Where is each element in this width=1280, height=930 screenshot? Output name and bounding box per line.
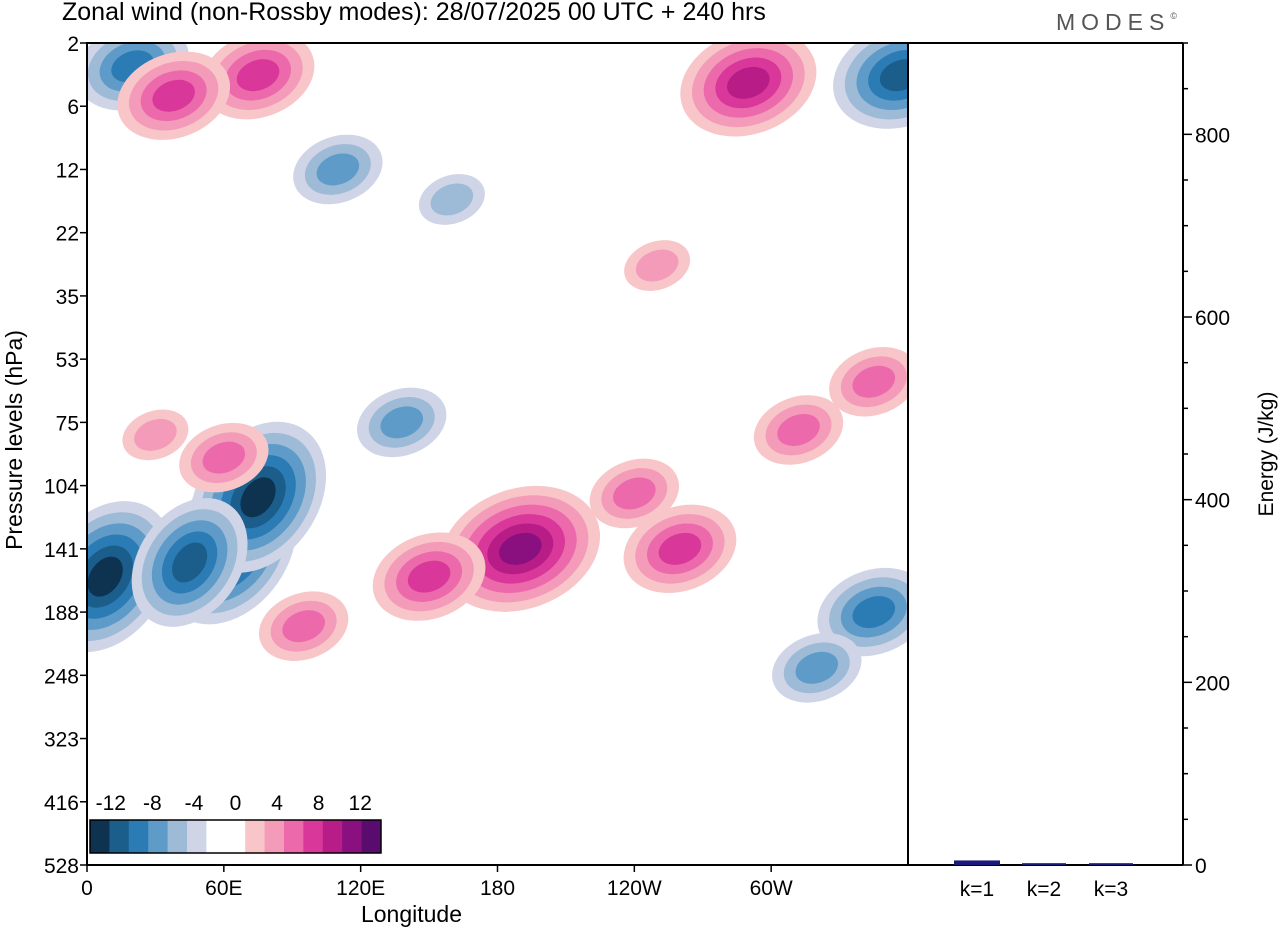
colorbar-label-12: 12 (349, 792, 372, 815)
y-axis-title: Pressure levels (hPa) (1, 330, 27, 550)
colorbar-swatch-12 (322, 820, 343, 853)
y-tick-label-248: 248 (44, 665, 79, 688)
wind-contour-18-3 (152, 79, 195, 112)
y-tick-label-2: 2 (67, 33, 79, 56)
x-tick-label-180: 180 (480, 877, 515, 900)
wind-contour-3-4 (172, 542, 208, 583)
colorbar-swatch-9 (264, 820, 285, 853)
wind-contour-17-4 (727, 66, 770, 99)
energy-axis-title: Energy (J/kg) (1255, 392, 1278, 517)
wind-contour-8-1 (430, 183, 474, 216)
y-tick-label-12: 12 (56, 159, 79, 182)
y-tick-label-53: 53 (56, 349, 79, 372)
wind-contour-16-3 (236, 59, 280, 92)
chart-title: Zonal wind (non-Rossby modes): 28/07/202… (62, 0, 766, 26)
energy-bar-k=1 (954, 860, 1000, 865)
wind-contour-13-2 (282, 610, 325, 643)
x-tick-label-60E: 60E (205, 877, 242, 900)
wind-contour-2-5 (87, 556, 123, 597)
colorbar-swatch-7 (225, 820, 246, 853)
y-tick-label-35: 35 (56, 286, 79, 309)
colorbar-swatch-4 (167, 820, 188, 853)
logo-text: MODES (1056, 9, 1171, 35)
energy-bar-k=3 (1089, 863, 1133, 865)
wind-contour-6-2 (380, 406, 424, 439)
longitude-axis: 0 60E 120E 180 120W 60W (81, 865, 793, 900)
y-tick-label-75: 75 (56, 412, 79, 435)
energy-tick-label-200: 200 (1195, 672, 1230, 695)
y-tick-label-323: 323 (44, 729, 79, 752)
energy-category-k=2: k=2 (1027, 878, 1061, 901)
colorbar-swatch-6 (206, 820, 227, 853)
energy-tick-label-400: 400 (1195, 490, 1230, 513)
colorbar-swatch-13 (342, 820, 362, 853)
x-tick-label-60W: 60W (750, 877, 793, 900)
wind-contour-5-4 (879, 59, 908, 92)
colorbar-label-4: 4 (271, 792, 283, 815)
energy-bar-k=2 (1022, 863, 1066, 865)
wind-contour-19-1 (134, 418, 177, 451)
y-tick-label-188: 188 (44, 602, 79, 625)
wind-contour-23-2 (852, 365, 896, 398)
logo-mark: © (1170, 11, 1177, 21)
x-tick-label-120E: 120E (336, 877, 385, 900)
y-tick-label-528: 528 (44, 855, 79, 878)
colorbar-swatch-8 (245, 820, 265, 853)
energy-tick-label-600: 600 (1195, 307, 1230, 330)
colorbar-swatch-2 (128, 820, 149, 853)
wind-contour-22-1 (635, 249, 679, 282)
wind-contour-9-3 (852, 596, 896, 629)
wind-contour-1-5 (240, 477, 276, 518)
colorbar-swatch-11 (303, 820, 324, 853)
colorbar-swatch-5 (187, 820, 207, 853)
colorbar-swatch-3 (148, 820, 168, 853)
x-tick-label-0: 0 (81, 877, 93, 900)
pressure-axis: 2 6 12 22 35 53 75 104 141 188 248 323 416 528 (44, 33, 87, 878)
wind-contour-12-3 (407, 560, 451, 593)
modes-logo: MODES© (1056, 9, 1177, 36)
wind-contour-11-5 (499, 532, 542, 565)
colorbar: -12 -8 -4 0 4 8 12 (89, 792, 382, 854)
y-tick-label-6: 6 (67, 96, 79, 119)
wind-contour-14-3 (658, 532, 702, 565)
colorbar-swatch-0 (90, 820, 110, 853)
colorbar-label--4: -4 (185, 792, 204, 815)
y-tick-label-22: 22 (56, 223, 79, 246)
colorbar-label-8: 8 (313, 792, 325, 815)
zonal-wind-field (87, 43, 908, 865)
wind-contour-10-2 (795, 651, 839, 684)
energy-category-k=3: k=3 (1094, 878, 1128, 901)
energy-category-k=1: k=1 (960, 878, 994, 901)
colorbar-label-0: 0 (230, 792, 242, 815)
energy-tick-label-0: 0 (1195, 855, 1207, 878)
wind-contour-21-2 (777, 413, 820, 446)
colorbar-swatch-1 (109, 820, 130, 853)
energy-tick-label-800: 800 (1195, 124, 1230, 147)
colorbar-label--8: -8 (143, 792, 162, 815)
wind-contour-20-2 (202, 441, 246, 474)
wind-contour-7-2 (316, 153, 360, 186)
y-tick-label-141: 141 (44, 539, 79, 562)
colorbar-label--12: -12 (96, 792, 126, 815)
wind-contour-15-2 (613, 477, 656, 510)
x-axis-title: Longitude (361, 901, 462, 927)
y-tick-label-104: 104 (44, 476, 79, 499)
energy-panel: 0 200 400 600 800 k=1 k=2 k=3 (908, 42, 1230, 901)
colorbar-border (89, 819, 382, 854)
y-tick-label-416: 416 (44, 792, 79, 815)
x-tick-label-120W: 120W (607, 877, 662, 900)
colorbar-swatch-10 (284, 820, 304, 853)
colorbar-swatch-14 (361, 820, 382, 853)
